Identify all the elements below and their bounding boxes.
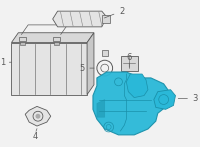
- FancyBboxPatch shape: [102, 15, 110, 23]
- FancyBboxPatch shape: [102, 50, 108, 56]
- Text: 1: 1: [0, 58, 5, 67]
- FancyBboxPatch shape: [121, 56, 138, 71]
- Polygon shape: [93, 72, 171, 135]
- Polygon shape: [53, 11, 107, 27]
- Circle shape: [36, 114, 40, 119]
- Polygon shape: [87, 33, 94, 95]
- Text: 4: 4: [32, 132, 38, 141]
- Polygon shape: [154, 90, 175, 109]
- FancyBboxPatch shape: [54, 42, 59, 45]
- FancyBboxPatch shape: [20, 42, 25, 45]
- Polygon shape: [25, 106, 51, 126]
- Text: 3: 3: [192, 94, 198, 103]
- Text: 2: 2: [119, 7, 125, 16]
- Polygon shape: [11, 43, 87, 95]
- Text: 5: 5: [80, 64, 85, 73]
- Polygon shape: [97, 100, 105, 117]
- FancyBboxPatch shape: [53, 37, 60, 41]
- Text: 6: 6: [127, 53, 132, 62]
- FancyBboxPatch shape: [19, 37, 26, 41]
- Polygon shape: [11, 33, 94, 43]
- Polygon shape: [126, 74, 148, 98]
